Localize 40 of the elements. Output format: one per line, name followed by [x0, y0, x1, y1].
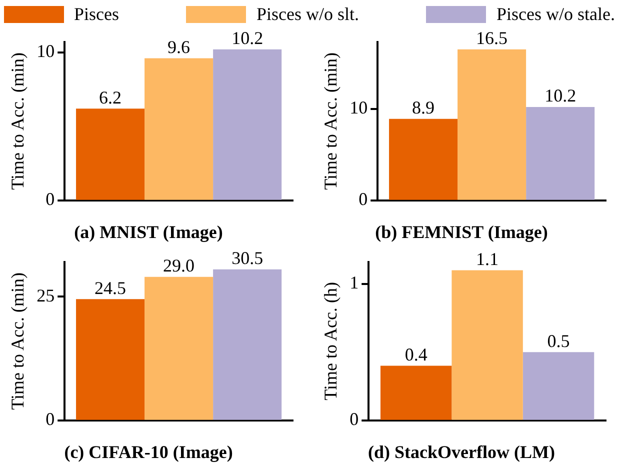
y-tick-label: 0 — [358, 189, 368, 210]
y-tick-label: 0 — [350, 409, 359, 430]
bar — [452, 270, 523, 420]
bar — [76, 108, 145, 200]
data-label: 8.9 — [412, 98, 435, 118]
data-label: 9.6 — [168, 37, 190, 58]
y-tick-label: 0 — [46, 409, 55, 430]
data-label: 1.1 — [476, 248, 499, 269]
data-label: 29.0 — [163, 256, 195, 276]
y-tick-label: 10 — [350, 98, 368, 118]
data-label: 6.2 — [99, 87, 122, 108]
bar — [389, 118, 458, 200]
legend-label: Pisces w/o slt. — [256, 4, 359, 24]
data-label: 10.2 — [544, 86, 576, 106]
text: (c) CIFAR-10 (Image) — [64, 442, 233, 462]
text: (b) FEMNIST (Image) — [375, 222, 548, 242]
y-axis-title: Time to Acc. (min) — [320, 52, 341, 190]
data-label: 30.5 — [232, 248, 264, 268]
y-axis-title: Time to Acc. (h) — [320, 282, 341, 400]
legend-label: Pisces w/o stale. — [496, 4, 615, 24]
y-axis-title: Time to Acc. (min) — [8, 52, 28, 190]
data-label: 24.5 — [94, 278, 126, 298]
bar — [213, 49, 282, 200]
y-axis-title: Time to Acc. (min) — [8, 272, 28, 410]
data-label: 16.5 — [476, 28, 508, 48]
bar — [522, 352, 594, 420]
y-tick-label: 0 — [46, 189, 55, 210]
bar — [526, 107, 595, 200]
data-label: 0.4 — [404, 344, 428, 365]
y-tick-label: 25 — [36, 285, 55, 306]
y-tick-label: 10 — [36, 41, 55, 62]
text: (d) StackOverflow (LM) — [368, 442, 555, 462]
y-tick-label: 1 — [350, 272, 359, 293]
bar — [144, 58, 214, 200]
legend-label: Pisces — [74, 4, 119, 24]
data-label: 0.5 — [547, 330, 570, 351]
bar — [380, 366, 452, 420]
text: (a) MNIST (Image) — [74, 222, 223, 242]
bar — [458, 49, 526, 200]
data-label: 10.2 — [232, 28, 264, 48]
